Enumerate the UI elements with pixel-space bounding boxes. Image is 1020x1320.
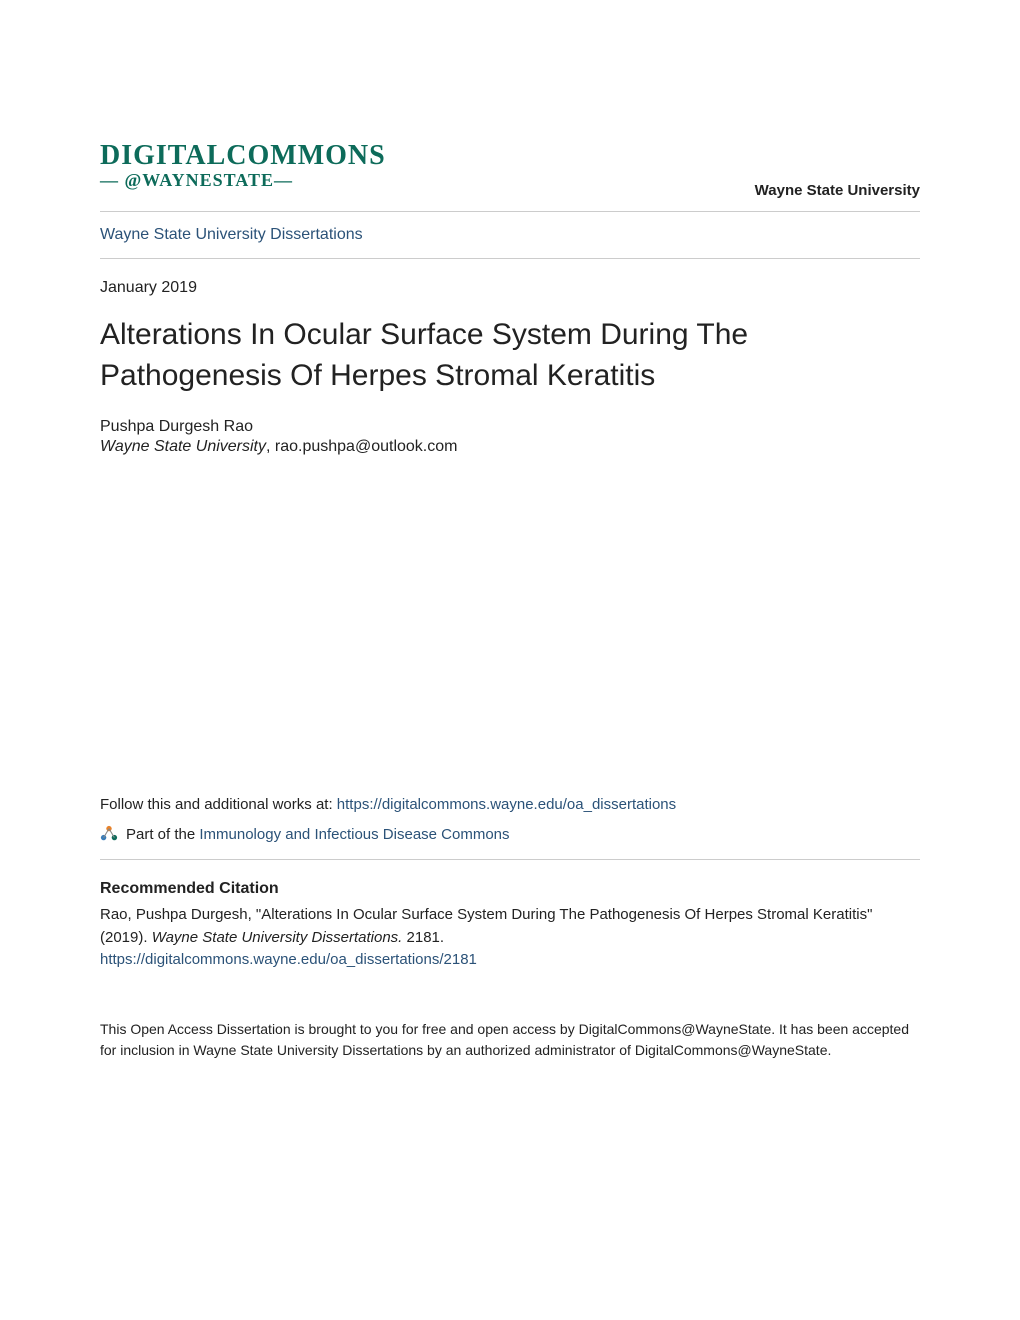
author-separator: , xyxy=(266,438,275,455)
citation-heading: Recommended Citation xyxy=(100,880,920,898)
network-icon xyxy=(100,825,118,843)
university-name: Wayne State University xyxy=(755,182,920,199)
collection-row: Wayne State University Dissertations xyxy=(100,226,920,259)
logo-sub-text: — @WAYNESTATE— xyxy=(100,170,386,191)
author-institution: Wayne State University xyxy=(100,438,266,455)
document-title: Alterations In Ocular Surface System Dur… xyxy=(100,315,920,396)
logo-main-text: DIGITALCOMMONS xyxy=(100,140,386,172)
partof-prefix: Part of the xyxy=(126,826,199,843)
partof-link[interactable]: Immunology and Infectious Disease Common… xyxy=(199,826,509,843)
citation-post: 2181. xyxy=(402,929,444,946)
citation-url-link[interactable]: https://digitalcommons.wayne.edu/oa_diss… xyxy=(100,951,477,968)
citation-italic: Wayne State University Dissertations. xyxy=(152,929,403,946)
header-row: DIGITALCOMMONS — @WAYNESTATE— Wayne Stat… xyxy=(100,140,920,212)
follow-section: Follow this and additional works at: htt… xyxy=(100,796,920,813)
partof-text: Part of the Immunology and Infectious Di… xyxy=(126,826,510,843)
document-date: January 2019 xyxy=(100,279,920,297)
partof-section: Part of the Immunology and Infectious Di… xyxy=(100,825,920,860)
author-name: Pushpa Durgesh Rao xyxy=(100,418,920,436)
author-email: rao.pushpa@outlook.com xyxy=(275,438,458,455)
logo-section: DIGITALCOMMONS — @WAYNESTATE— xyxy=(100,140,386,191)
author-affiliation: Wayne State University, rao.pushpa@outlo… xyxy=(100,438,920,456)
follow-link[interactable]: https://digitalcommons.wayne.edu/oa_diss… xyxy=(337,796,676,813)
vertical-spacer xyxy=(100,456,920,796)
footer-text: This Open Access Dissertation is brought… xyxy=(100,1019,920,1061)
follow-prefix: Follow this and additional works at: xyxy=(100,796,337,813)
collection-link[interactable]: Wayne State University Dissertations xyxy=(100,226,363,243)
footer-spacer xyxy=(100,969,920,1019)
citation-body: Rao, Pushpa Durgesh, "Alterations In Ocu… xyxy=(100,904,920,949)
